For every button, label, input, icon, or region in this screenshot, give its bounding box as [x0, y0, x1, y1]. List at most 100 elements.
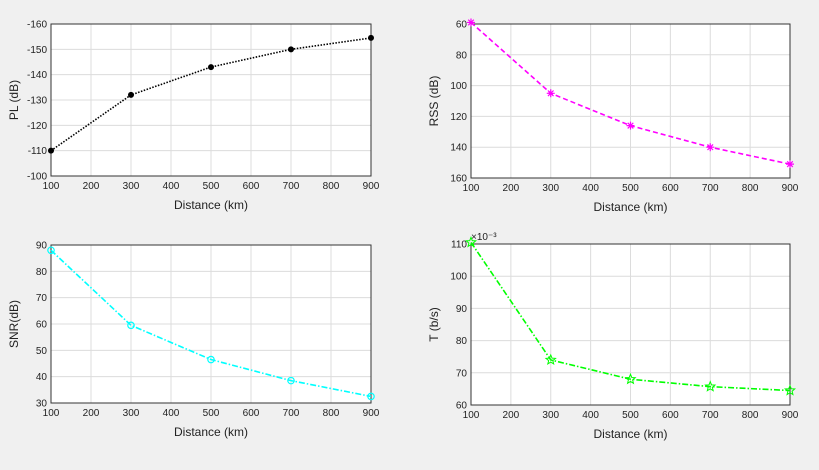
- y-tick-label: 100: [450, 81, 467, 92]
- y-tick-label: 80: [456, 336, 468, 347]
- data-point-5: [786, 160, 794, 169]
- data-point-2: [544, 353, 557, 366]
- x-tick-label: 600: [243, 408, 260, 419]
- series-line: [50, 37, 372, 152]
- y-tick-label: 40: [36, 372, 48, 383]
- x-tick-label: 300: [123, 408, 140, 419]
- data-point-5: [783, 384, 797, 396]
- x-tick-label: 300: [123, 181, 140, 192]
- y-tick-label: 110: [451, 240, 467, 251]
- x-tick-label: 500: [622, 183, 639, 194]
- y-tick-label: -150: [27, 45, 47, 56]
- y-tick-label: 30: [36, 399, 48, 410]
- x-tick-label: 100: [463, 183, 480, 194]
- x-tick-label: 600: [662, 183, 679, 194]
- data-point-2: [128, 91, 134, 98]
- y-tick-label: 50: [36, 346, 48, 357]
- data-point-2: [546, 89, 555, 98]
- data-point-1: [464, 236, 478, 248]
- x-tick-label: 200: [83, 181, 100, 192]
- x-tick-label: 700: [283, 408, 300, 419]
- y-tick-label: -140: [27, 70, 47, 81]
- y-axis-label: SNR(dB): [7, 300, 21, 348]
- data-point-2: [127, 321, 135, 330]
- y-tick-label: 60: [456, 401, 468, 412]
- y-axis-label: PL (dB): [7, 80, 21, 120]
- x-tick-label: 400: [582, 183, 599, 194]
- data-point-3: [207, 355, 215, 364]
- x-tick-label: 500: [203, 408, 220, 419]
- y-tick-label: 90: [36, 241, 48, 252]
- x-tick-label: 800: [742, 183, 759, 194]
- y-tick-label: -130: [27, 96, 47, 107]
- y-tick-label: 60: [456, 20, 468, 31]
- x-tick-label: 100: [43, 181, 60, 192]
- x-tick-label: 900: [782, 183, 799, 194]
- x-axis-label: Distance (km): [593, 200, 667, 214]
- x-tick-label: 300: [542, 183, 559, 194]
- x-tick-label: 100: [43, 408, 60, 419]
- data-point-4: [704, 380, 717, 392]
- y-tick-label: 60: [36, 320, 48, 331]
- data-point-1: [467, 18, 475, 27]
- x-tick-label: 300: [542, 410, 559, 421]
- y-tick-label: 70: [456, 368, 468, 379]
- x-tick-label: 400: [163, 181, 180, 192]
- x-tick-label: 200: [503, 410, 520, 421]
- y-tick-label: -100: [27, 172, 47, 183]
- y-tick-label: 140: [450, 143, 467, 154]
- y-tick-label: 100: [450, 272, 467, 283]
- y-tick-label: -160: [27, 20, 47, 31]
- data-point-4: [287, 376, 295, 385]
- y-tick-label: 160: [450, 174, 467, 185]
- y-tick-label: -110: [28, 146, 48, 157]
- x-tick-label: 500: [203, 181, 220, 192]
- y-tick-label: 80: [36, 267, 48, 278]
- plot-border: [470, 23, 791, 179]
- x-tick-label: 800: [742, 410, 759, 421]
- data-point-3: [208, 64, 214, 71]
- x-axis-label: Distance (km): [593, 427, 667, 441]
- x-tick-label: 600: [243, 181, 260, 192]
- data-point-3: [626, 121, 635, 130]
- x-tick-label: 900: [363, 181, 380, 192]
- data-point-4: [288, 46, 294, 53]
- x-tick-label: 400: [582, 410, 599, 421]
- chart-3: 100 200 300 400 500 600 700 800 900 30 40 50 60 70 80 9…: [7, 241, 380, 440]
- plot-border: [470, 243, 791, 406]
- x-tick-label: 600: [662, 410, 679, 421]
- data-point-5: [367, 392, 375, 401]
- data-point-4: [706, 143, 715, 152]
- data-point-3: [624, 372, 637, 385]
- x-tick-label: 700: [702, 410, 719, 421]
- x-axis-label: Distance (km): [174, 198, 248, 212]
- y-axis-label: RSS (dB): [427, 76, 441, 127]
- x-tick-label: 100: [463, 410, 480, 421]
- x-tick-label: 800: [323, 408, 340, 419]
- x-tick-label: 800: [323, 181, 340, 192]
- chart-1: 100 200 300 400 500 600 700 800 900 -160 -150 -140 -…: [7, 20, 380, 213]
- y-tick-label: -120: [27, 121, 47, 132]
- plot-border: [50, 244, 372, 404]
- y-axis-label: T (b/s): [427, 307, 441, 341]
- y-tick-label: 80: [456, 50, 468, 61]
- plot-border: [50, 23, 372, 177]
- x-tick-label: 200: [83, 408, 100, 419]
- data-point-5: [368, 34, 374, 41]
- series-line: [50, 249, 372, 398]
- x-tick-label: 900: [363, 408, 380, 419]
- data-point-1: [48, 147, 54, 154]
- x-tick-label: 400: [163, 408, 180, 419]
- x-tick-label: 700: [283, 181, 300, 192]
- x-tick-label: 700: [702, 183, 719, 194]
- x-axis-label: Distance (km): [174, 425, 248, 439]
- x-tick-label: 200: [503, 183, 520, 194]
- x-tick-label: 900: [782, 410, 799, 421]
- y-tick-label: 70: [36, 293, 48, 304]
- data-point-1: [47, 246, 55, 255]
- chart-2: 100 200 300 400 500 600 700 800 900 60 80 100 120 140…: [427, 18, 799, 214]
- chart-4: 100 200 300 400 500 600 700 800 900 60 70 80 90 100 11…: [427, 232, 799, 441]
- y-tick-label: 120: [450, 112, 467, 123]
- y-exponent-label: ×10⁻³: [471, 232, 497, 243]
